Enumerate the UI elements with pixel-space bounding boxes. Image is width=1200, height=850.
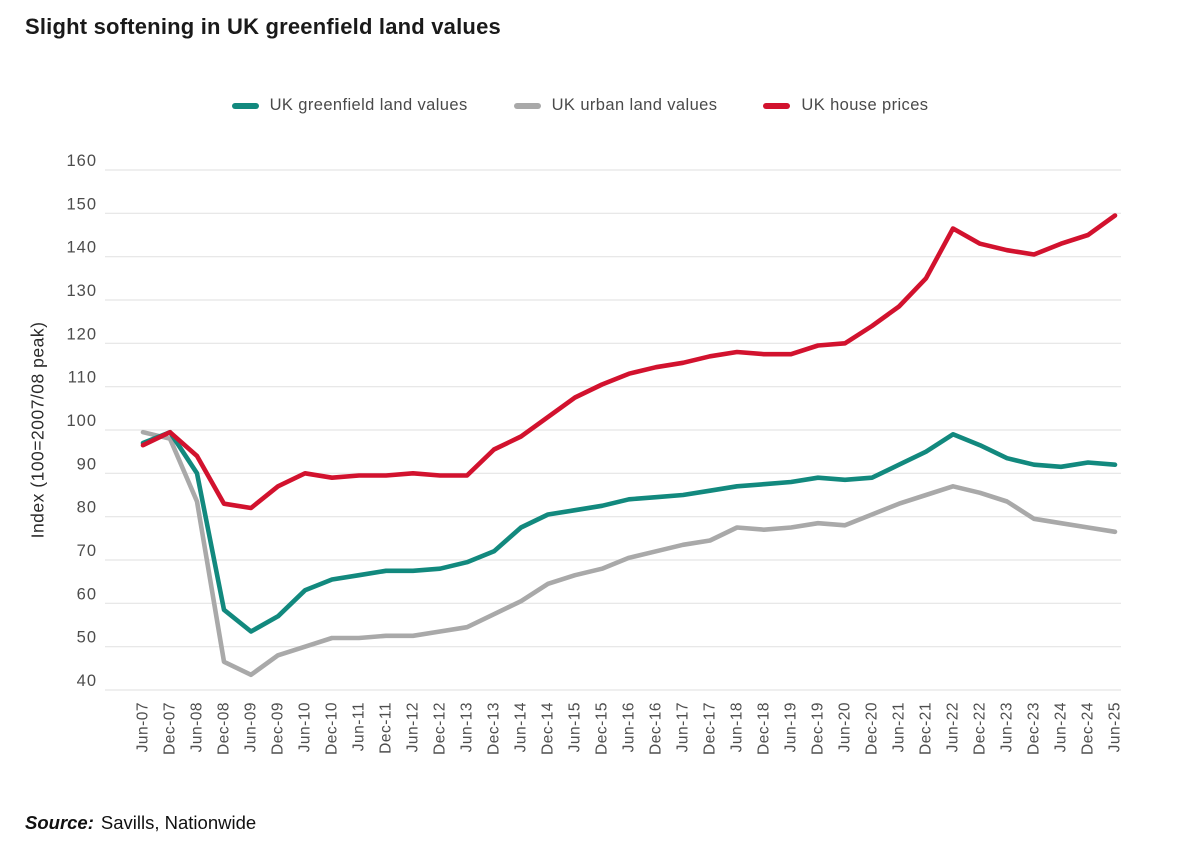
source-text: Savills, Nationwide: [100, 812, 257, 833]
y-axis-tick-label: 80: [77, 499, 97, 517]
x-axis-tick-label: Dec-21: [918, 702, 935, 755]
y-axis-tick-label: 50: [77, 629, 97, 647]
series-line-urban: [140, 429, 1118, 678]
y-axis-title: Index (100=2007/08 peak): [27, 321, 48, 539]
greenfield-line-swatch-icon: [231, 102, 259, 109]
legend-label-urban: UK urban land values: [551, 96, 718, 114]
house-line-swatch-icon: [763, 102, 791, 109]
source-label: Source:: [25, 812, 94, 833]
x-axis-tick-label: Dec-14: [540, 702, 557, 755]
x-axis-tick-label: Jun-18: [729, 702, 746, 752]
legend-label-house: UK house prices: [801, 96, 929, 114]
x-axis-tick-label: Dec-15: [594, 702, 611, 755]
series-line-house: [140, 213, 1118, 511]
chart-legend: UK greenfield land values UK urban land …: [0, 96, 1160, 115]
legend-item-greenfield: UK greenfield land values: [231, 96, 468, 115]
x-axis-tick-label: Jun-08: [189, 702, 206, 752]
x-axis-tick-label: Jun-15: [567, 702, 584, 752]
x-axis-tick-label: Dec-18: [756, 702, 773, 755]
legend-label-greenfield: UK greenfield land values: [269, 96, 468, 114]
y-axis-tick-label: 110: [68, 369, 97, 387]
x-axis-tick-label: Jun-14: [513, 702, 530, 752]
x-axis-tick-label: Dec-09: [270, 702, 287, 755]
x-axis-tick-label: Jun-10: [297, 702, 314, 752]
x-axis-tick-label: Dec-20: [864, 702, 881, 755]
source-line: Source: Savills, Nationwide: [25, 812, 256, 834]
page-title: Slight softening in UK greenfield land v…: [25, 14, 501, 39]
x-axis-tick-label: Jun-25: [1107, 702, 1124, 752]
x-axis-tick-label: Jun-09: [243, 702, 260, 752]
x-axis-tick-label: Dec-10: [324, 702, 341, 755]
x-axis-tick-label: Jun-20: [837, 702, 854, 752]
y-axis-tick-label: 140: [66, 239, 97, 257]
series-line-greenfield: [140, 429, 1118, 634]
y-axis-tick-label: 150: [66, 195, 97, 213]
x-axis-tick-label: Dec-19: [810, 702, 827, 755]
y-axis-tick-label: 90: [77, 455, 97, 473]
x-axis-tick-label: Dec-16: [648, 702, 665, 755]
y-axis-tick-label: 60: [77, 585, 97, 603]
x-axis-tick-label: Dec-13: [486, 702, 503, 755]
x-axis-tick-label: Dec-11: [378, 702, 395, 754]
y-axis-tick-label: 160: [66, 152, 97, 170]
x-axis-tick-label: Jun-19: [783, 702, 800, 752]
x-axis-tick-label: Jun-17: [675, 702, 692, 752]
urban-line-swatch-icon: [513, 102, 541, 109]
x-axis-tick-label: Jun-12: [405, 702, 422, 752]
y-axis-tick-label: 70: [77, 542, 97, 560]
x-axis-tick-label: Jun-21: [891, 702, 908, 752]
x-axis-tick-label: Jun-07: [135, 702, 152, 752]
x-axis-tick-label: Dec-12: [432, 702, 449, 755]
y-axis-tick-label: 40: [77, 672, 97, 690]
x-axis-tick-label: Dec-22: [972, 702, 989, 755]
x-axis-tick-label: Jun-22: [945, 702, 962, 752]
y-axis-tick-label: 120: [66, 325, 97, 343]
x-axis-tick-label: Jun-13: [459, 702, 476, 752]
x-axis-tick-label: Dec-08: [216, 702, 233, 755]
x-axis-tick-label: Jun-23: [999, 702, 1016, 752]
x-axis-tick-label: Jun-11: [351, 702, 368, 751]
x-axis-tick-label: Dec-07: [162, 702, 179, 755]
x-axis-tick-label: Jun-24: [1053, 702, 1070, 752]
x-axis-tick-label: Dec-17: [702, 702, 719, 755]
y-axis-tick-label: 130: [66, 282, 97, 300]
x-axis-tick-label: Jun-16: [621, 702, 638, 752]
legend-item-urban: UK urban land values: [513, 96, 718, 115]
x-axis-tick-label: Dec-23: [1026, 702, 1043, 755]
x-axis-tick-label: Dec-24: [1080, 702, 1097, 755]
legend-item-house: UK house prices: [763, 96, 928, 115]
y-axis-tick-label: 100: [66, 412, 97, 430]
